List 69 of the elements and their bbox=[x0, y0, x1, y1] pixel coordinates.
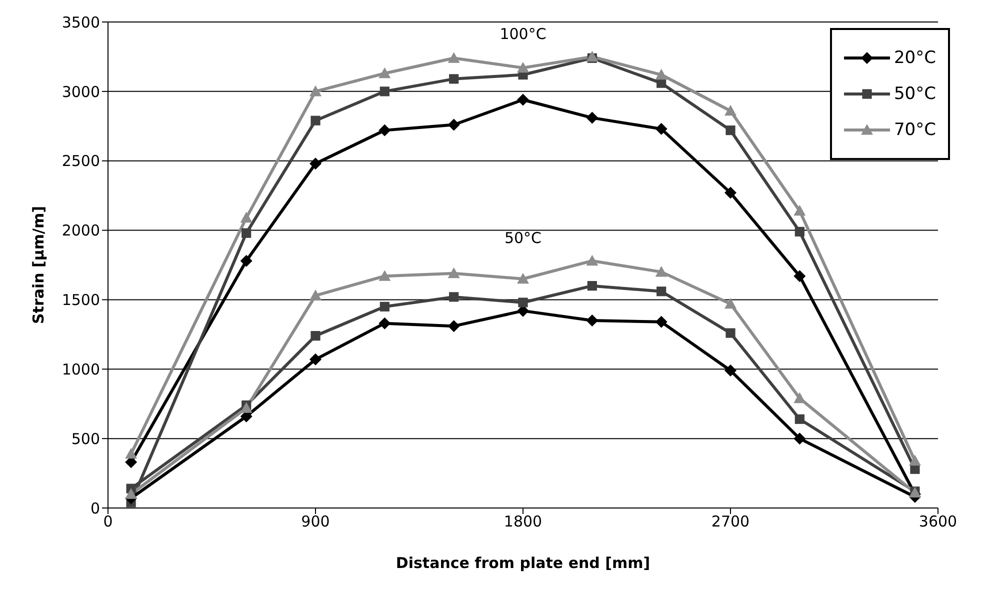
point bbox=[448, 52, 460, 63]
point bbox=[794, 270, 806, 282]
point bbox=[586, 112, 598, 124]
point bbox=[378, 317, 391, 330]
point bbox=[794, 432, 806, 445]
y-tick-label: 1000 bbox=[62, 360, 100, 378]
y-tick-label: 0 bbox=[90, 499, 100, 518]
point bbox=[448, 118, 460, 131]
point bbox=[724, 104, 736, 116]
x-axis-title: Distance from plate end [mm] bbox=[396, 554, 650, 572]
point bbox=[586, 50, 598, 62]
point bbox=[125, 488, 138, 499]
point bbox=[378, 67, 391, 78]
x-tick-label: 900 bbox=[301, 512, 330, 531]
point bbox=[587, 281, 597, 291]
point bbox=[724, 364, 736, 377]
point bbox=[794, 226, 804, 236]
point bbox=[310, 353, 322, 366]
point bbox=[378, 270, 391, 281]
point bbox=[310, 85, 322, 96]
point bbox=[724, 298, 736, 309]
point bbox=[586, 254, 598, 266]
point bbox=[517, 94, 529, 106]
point bbox=[125, 448, 138, 459]
point bbox=[517, 272, 529, 284]
point bbox=[310, 290, 322, 300]
y-tick-label: 3000 bbox=[62, 82, 100, 101]
point bbox=[310, 158, 322, 170]
y-axis-title: Strain [µm/m] bbox=[29, 206, 48, 324]
point bbox=[240, 254, 252, 267]
y-tick-label: 500 bbox=[71, 430, 100, 448]
point bbox=[794, 204, 806, 216]
point bbox=[448, 320, 460, 332]
annotation: 100°C bbox=[500, 24, 546, 43]
point bbox=[656, 286, 666, 296]
y-tick-label: 2000 bbox=[62, 222, 100, 240]
point bbox=[794, 414, 804, 424]
point bbox=[726, 328, 736, 338]
x-tick-label: 2700 bbox=[711, 512, 750, 531]
point bbox=[908, 454, 921, 466]
point bbox=[380, 86, 390, 96]
annotation: 50°C bbox=[504, 228, 542, 247]
point bbox=[726, 126, 736, 136]
point bbox=[518, 298, 528, 308]
x-tick-label: 0 bbox=[103, 512, 113, 531]
x-tick-label: 1800 bbox=[504, 512, 542, 531]
point bbox=[655, 68, 668, 80]
point bbox=[380, 302, 390, 312]
point bbox=[449, 74, 459, 84]
y-tick-label: 2500 bbox=[62, 152, 100, 170]
point bbox=[449, 292, 459, 302]
point bbox=[586, 314, 598, 327]
point bbox=[242, 228, 252, 238]
x-tick-label: 3600 bbox=[918, 512, 958, 531]
point bbox=[378, 124, 391, 136]
point bbox=[655, 122, 668, 135]
point bbox=[240, 212, 252, 223]
y-tick-label: 3500 bbox=[62, 13, 100, 32]
legend-label: 70°C bbox=[894, 120, 936, 140]
point bbox=[724, 186, 736, 199]
legend-label: 50°C bbox=[894, 84, 936, 104]
y-tick-label: 1500 bbox=[62, 291, 100, 310]
point bbox=[655, 266, 668, 277]
point bbox=[448, 267, 460, 278]
point bbox=[310, 331, 320, 341]
legend-label: 20°C bbox=[894, 48, 936, 68]
point bbox=[310, 116, 320, 126]
point bbox=[655, 316, 668, 328]
point bbox=[517, 62, 529, 73]
